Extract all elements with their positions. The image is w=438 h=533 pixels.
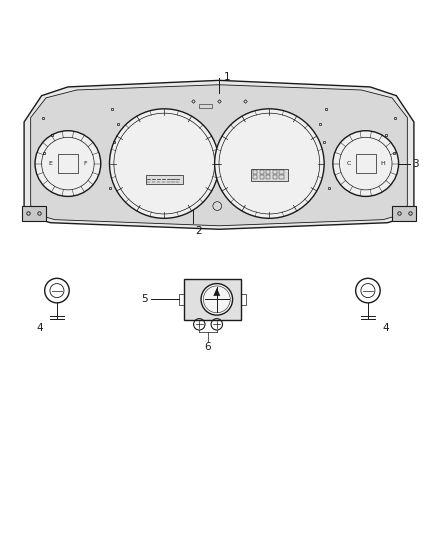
Text: 5: 5	[141, 294, 148, 304]
Bar	[266, 170, 271, 174]
Polygon shape	[213, 288, 220, 296]
Bar	[199, 103, 212, 108]
Text: 1: 1	[223, 72, 230, 82]
Bar	[266, 175, 271, 179]
Bar	[145, 175, 183, 184]
Bar	[251, 169, 288, 181]
Bar	[392, 206, 416, 221]
Text: E: E	[49, 161, 53, 166]
Circle shape	[215, 109, 324, 219]
Bar	[272, 170, 277, 174]
Circle shape	[110, 109, 219, 219]
Circle shape	[333, 131, 399, 197]
Text: H: H	[381, 161, 385, 166]
Bar	[259, 175, 264, 179]
Circle shape	[35, 131, 101, 197]
Bar	[253, 170, 257, 174]
Bar	[22, 206, 46, 221]
Bar	[253, 175, 257, 179]
Bar	[259, 170, 264, 174]
Text: C: C	[346, 161, 351, 166]
Bar	[179, 294, 184, 304]
Text: 6: 6	[205, 342, 212, 352]
Text: F: F	[83, 161, 87, 166]
Bar	[58, 154, 78, 173]
Bar	[279, 170, 283, 174]
Text: 2: 2	[195, 226, 201, 236]
Polygon shape	[24, 80, 414, 229]
Circle shape	[201, 284, 233, 315]
Bar	[279, 175, 283, 179]
Bar	[241, 294, 246, 304]
Bar	[184, 279, 241, 320]
Bar	[272, 175, 277, 179]
Polygon shape	[31, 85, 407, 226]
Text: 4: 4	[36, 323, 43, 333]
Text: 3: 3	[412, 159, 418, 168]
Bar	[356, 154, 376, 173]
Text: 4: 4	[382, 323, 389, 333]
